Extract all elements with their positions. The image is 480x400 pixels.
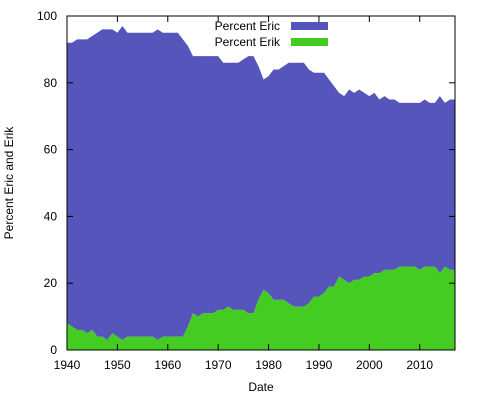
- y-tick-label: 60: [44, 143, 58, 157]
- x-tick-label: 1980: [255, 358, 282, 372]
- y-axis-title: Percent Eric and Erik: [2, 126, 16, 240]
- x-tick-label: 1970: [205, 358, 232, 372]
- series-area-erik: [67, 266, 455, 350]
- area-layer: [67, 26, 455, 350]
- y-tick-label: 0: [50, 343, 57, 357]
- x-tick-label: 1950: [104, 358, 131, 372]
- legend-swatch: [291, 38, 328, 46]
- series-area-eric: [67, 26, 455, 340]
- legend-label: Percent Erik: [215, 35, 281, 49]
- legend-label: Percent Eric: [215, 19, 280, 33]
- y-tick-label: 100: [37, 9, 57, 23]
- x-tick-label: 2000: [356, 358, 383, 372]
- y-tick-label: 80: [44, 76, 58, 90]
- x-tick-label: 1940: [54, 358, 81, 372]
- y-tick-label: 40: [44, 209, 58, 223]
- y-tick-label: 20: [44, 276, 58, 290]
- x-tick-label: 1990: [306, 358, 333, 372]
- legend: Percent Eric Percent Erik: [215, 19, 328, 49]
- legend-swatch: [291, 22, 328, 30]
- plot-frame: [66, 15, 456, 351]
- axis-ticks: 0 20 40 60 80 100 1940 1950 1960 1970 1980 1990 2000…: [37, 9, 455, 372]
- x-tick-label: 2010: [406, 358, 433, 372]
- x-tick-label: 1960: [154, 358, 181, 372]
- x-axis-title: Date: [248, 380, 274, 394]
